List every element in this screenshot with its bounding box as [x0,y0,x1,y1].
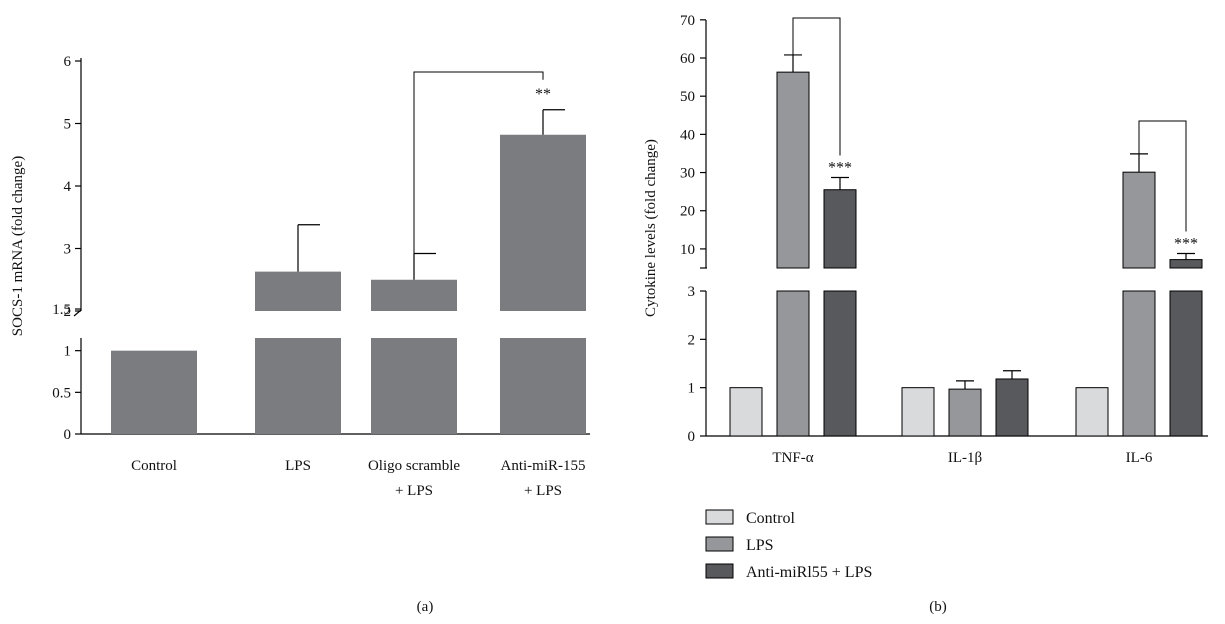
panel-b-caption: (b) [929,599,947,615]
y-tick-label-b: 20 [680,204,695,220]
x-tick-label-b: IL-1β [948,450,982,466]
bar-b [1075,387,1109,437]
x-tick-label-a: LPS [285,458,311,474]
legend-swatch [705,563,734,579]
comparison-bracket-b [1138,120,1187,232]
bar-b [948,388,982,437]
legend-swatch [705,509,734,525]
y-tick-label-a: 5 [64,117,72,133]
y-tick-label-b: 2 [688,332,696,348]
x-tick-label-a-line2: + LPS [395,483,433,499]
comparison-bracket-b [792,17,841,156]
x-tick-label-a-line2: + LPS [524,483,562,499]
bar-b-upper [823,189,857,269]
y-tick-label-b: 3 [688,284,696,300]
x-tick-label-b: TNF-α [772,450,813,466]
bar-b-upper [1122,171,1156,269]
legend-swatch [705,536,734,552]
bar-a-lower [500,338,586,434]
y-tick-label-a: 2 [64,304,72,320]
y-tick-label-b: 0 [688,429,696,445]
y-tick-label-b: 60 [680,51,695,67]
bar-a [111,350,197,434]
bar-a-upper [255,271,341,311]
legend-label: Anti-miRl55 + LPS [746,564,872,581]
bar-b-upper [1169,259,1203,269]
x-tick-label-a: Control [131,458,177,474]
y-tick-label-a: 3 [64,242,72,258]
y-tick-label-b: 30 [680,166,695,182]
bar-b [729,387,763,437]
bar-b [995,378,1029,437]
bar-b-lower [1169,290,1203,437]
x-tick-label-a: Oligo scramble [368,458,460,474]
y-tick-label-a: 6 [64,54,72,70]
bar-b [901,387,935,437]
y-tick-label-b: 10 [680,242,695,258]
y-tick-label-a: 1.5 [52,302,71,318]
y-axis-label-a: SOCS-1 mRNA (fold change) [10,156,26,336]
y-tick-label-a: 4 [64,179,72,195]
panel-b-chart: Cytokine levels (fold change) 0 1 2 3 10 20 30 4… [643,13,1208,466]
y-tick-label-a: 0.5 [52,385,71,401]
significance-marker-b: *** [1174,235,1198,252]
bar-a-lower [255,338,341,434]
bar-a-upper [500,134,586,311]
legend: Control LPS Anti-miRl55 + LPS [705,509,872,581]
y-tick-label-b: 70 [680,13,695,29]
legend-label: Control [746,510,795,527]
y-tick-label-a: 1 [64,344,72,360]
comparison-bracket-a [413,71,544,254]
y-tick-label-b: 50 [680,89,695,105]
panel-a-chart: SOCS-1 mRNA (fold change) 0 0.5 1 1.52 3 4 5 6 Co… [10,54,590,499]
legend-label: LPS [746,537,774,554]
y-tick-label-b: 40 [680,127,695,143]
panel-a-caption: (a) [417,599,434,615]
bar-b-upper [776,71,810,269]
significance-marker-a: ** [535,86,551,103]
bar-a-upper [371,279,457,311]
bar-b-lower [1122,290,1156,437]
bar-b-lower [823,290,857,437]
bar-a-lower [371,338,457,434]
y-tick-label-b: 1 [688,381,696,397]
x-tick-label-b: IL-6 [1126,450,1153,466]
y-tick-label-a: 0 [64,427,72,443]
y-axis-label-b: Cytokine levels (fold change) [643,139,659,317]
x-tick-label-a: Anti-miR-155 [501,458,586,474]
bar-b-lower [776,290,810,437]
significance-marker-b: *** [828,160,852,177]
